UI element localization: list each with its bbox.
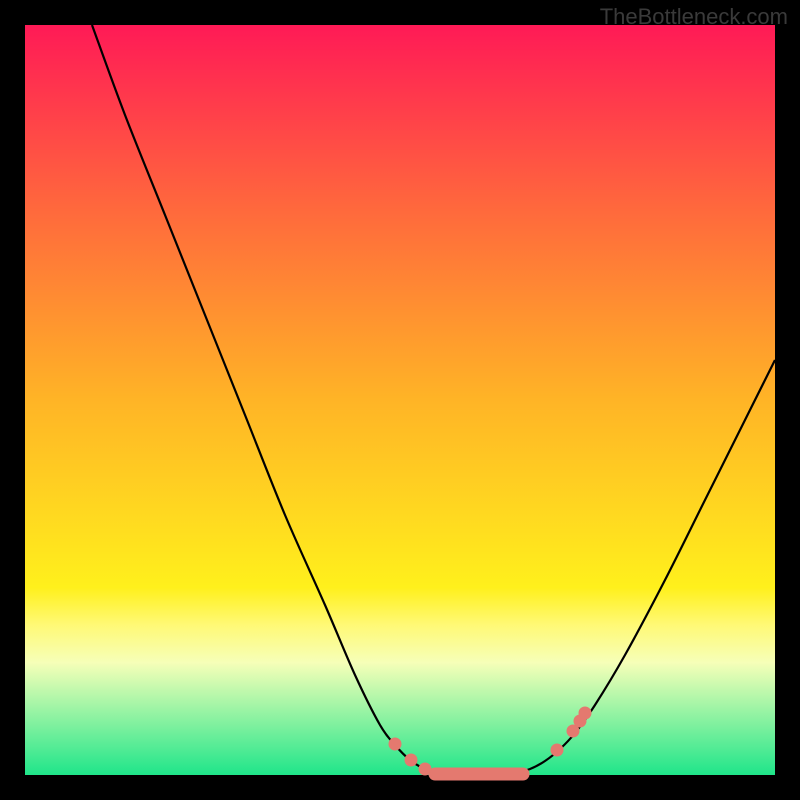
curve-marker (579, 707, 592, 720)
curve-marker (551, 744, 564, 757)
curve-layer (25, 25, 775, 775)
curve-marker (419, 763, 432, 776)
curve-marker (405, 754, 418, 767)
plot-area (25, 25, 775, 775)
bottleneck-curve (92, 25, 775, 775)
chart-container: TheBottleneck.com (0, 0, 800, 800)
watermark-text: TheBottleneck.com (600, 4, 788, 30)
curve-marker (389, 738, 402, 751)
